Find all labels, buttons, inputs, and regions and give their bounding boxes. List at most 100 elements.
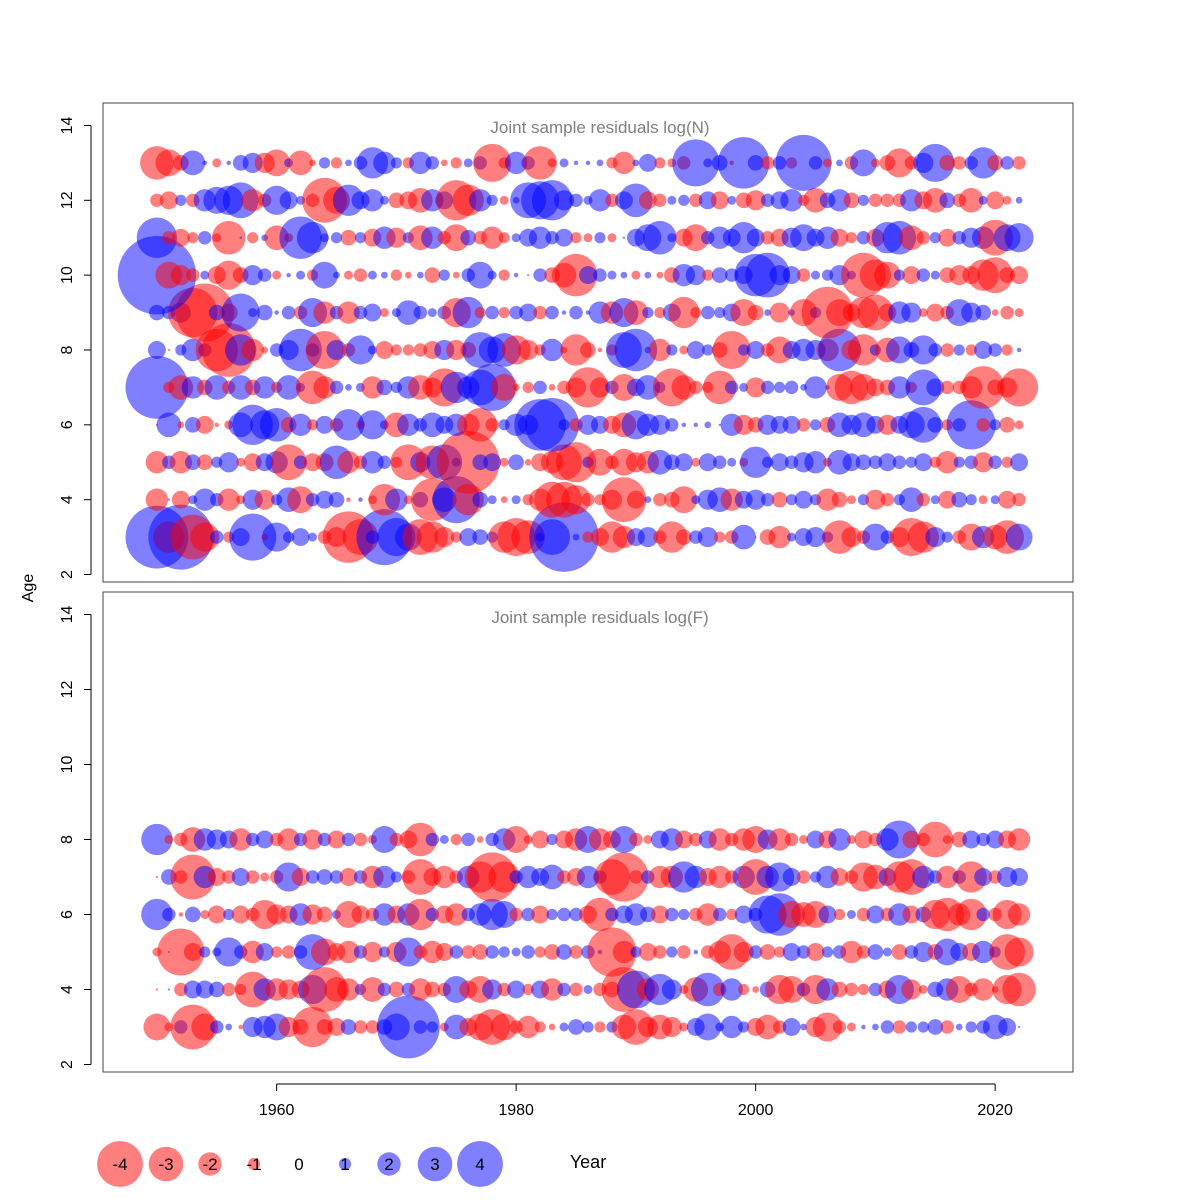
residual-bubble bbox=[263, 149, 291, 177]
residual-bubble bbox=[509, 305, 523, 320]
residual-bubble bbox=[962, 830, 981, 849]
residual-bubble bbox=[238, 1024, 243, 1030]
residual-bubble bbox=[175, 283, 234, 342]
residual-bubble bbox=[727, 457, 737, 467]
residual-bubble bbox=[531, 180, 573, 221]
residual-bubble bbox=[413, 305, 428, 320]
residual-bubble bbox=[644, 271, 652, 279]
residual-bubble bbox=[196, 454, 213, 471]
residual-bubble bbox=[768, 828, 791, 851]
residual-bubble bbox=[938, 490, 957, 509]
x-axis: 1960 1980 2000 2020 bbox=[259, 1083, 1013, 1119]
residual-bubble bbox=[190, 522, 220, 552]
residual-bubble bbox=[845, 232, 858, 244]
residual-bubble bbox=[313, 376, 336, 399]
residual-bubble bbox=[508, 454, 524, 471]
legend-item: -2 bbox=[198, 1152, 222, 1176]
residual-bubble bbox=[446, 339, 467, 361]
residual-bubble bbox=[308, 532, 318, 542]
residual-bubble bbox=[678, 908, 690, 921]
residual-bubble bbox=[167, 348, 170, 352]
legend-label: 0 bbox=[294, 1155, 303, 1174]
residual-bubble bbox=[548, 1023, 556, 1031]
residual-bubble bbox=[427, 308, 437, 318]
residual-bubble bbox=[998, 490, 1017, 509]
residual-bubble bbox=[169, 451, 193, 474]
residual-bubble bbox=[245, 870, 260, 884]
residual-bubble bbox=[580, 342, 596, 358]
residual-bubble bbox=[221, 293, 260, 332]
residual-bubble bbox=[927, 416, 944, 433]
residual-bubble bbox=[693, 949, 699, 955]
residual-bubble bbox=[450, 531, 462, 543]
residual-bubble bbox=[908, 335, 938, 365]
residual-bubble bbox=[760, 230, 775, 245]
residual-bubble bbox=[521, 907, 535, 922]
residual-bubble bbox=[198, 230, 212, 245]
residual-bubble bbox=[145, 488, 169, 511]
residual-bubble bbox=[583, 233, 593, 243]
residual-bubble bbox=[953, 456, 965, 468]
residual-bubble bbox=[442, 224, 470, 252]
residual-bubble bbox=[717, 137, 770, 189]
residual-bubble bbox=[555, 442, 597, 483]
residual-bubble bbox=[668, 296, 700, 329]
residual-bubble bbox=[570, 232, 582, 244]
residual-bubble bbox=[239, 236, 242, 239]
residual-bubble bbox=[955, 1023, 963, 1031]
residual-bubble bbox=[674, 830, 693, 849]
residual-bubble bbox=[292, 1006, 333, 1048]
residual-bubble bbox=[472, 529, 489, 545]
residual-bubble bbox=[846, 835, 856, 844]
residual-bubble bbox=[463, 158, 473, 168]
residual-bubble bbox=[316, 869, 333, 885]
residual-bubble bbox=[171, 490, 190, 509]
residual-bubble bbox=[988, 343, 1002, 357]
residual-bubble bbox=[667, 233, 677, 243]
residual-bubble bbox=[361, 451, 384, 474]
residual-bubble bbox=[940, 343, 954, 357]
residual-bubble bbox=[711, 267, 728, 283]
residual-bubble bbox=[916, 230, 931, 245]
residual-bubble bbox=[780, 189, 803, 212]
residual-bubble bbox=[902, 905, 921, 924]
residual-bubble bbox=[271, 946, 283, 958]
residual-bubble bbox=[930, 270, 940, 280]
residual-bubble bbox=[678, 194, 690, 206]
x-tick-label: 1980 bbox=[498, 1102, 534, 1119]
residual-bubble bbox=[262, 522, 292, 552]
residual-bubble bbox=[405, 271, 412, 279]
residual-bubble bbox=[316, 906, 333, 923]
residual-bubble bbox=[341, 832, 356, 847]
residual-bubble bbox=[540, 338, 564, 362]
residual-bubble bbox=[199, 946, 211, 958]
residual-bubble bbox=[397, 413, 420, 437]
residual-bubble bbox=[390, 269, 402, 281]
residual-bubble bbox=[327, 830, 346, 849]
residual-bubble bbox=[560, 334, 592, 366]
residual-bubble bbox=[440, 159, 448, 167]
residual-bubble bbox=[918, 308, 928, 318]
residual-bubble bbox=[796, 870, 811, 884]
residual-bubble bbox=[523, 146, 557, 180]
residual-bubble bbox=[905, 369, 942, 406]
residual-bubble bbox=[561, 485, 591, 515]
residual-bubble bbox=[975, 304, 992, 321]
residual-bubble bbox=[905, 406, 942, 443]
residual-bubble bbox=[337, 940, 360, 964]
residual-bubble bbox=[162, 230, 176, 245]
residual-bubble bbox=[976, 907, 990, 922]
residual-bubble bbox=[888, 376, 911, 399]
residual-bubble bbox=[305, 870, 320, 884]
residual-bubble bbox=[836, 159, 843, 167]
residual-bubble bbox=[828, 828, 851, 851]
residual-bubble bbox=[318, 157, 331, 169]
residual-bubble bbox=[569, 945, 583, 959]
residual-bubble bbox=[861, 1024, 866, 1030]
residual-bubble bbox=[726, 908, 738, 921]
residual-bubble bbox=[170, 265, 191, 286]
residual-bubble bbox=[696, 903, 719, 926]
residual-bubble bbox=[708, 865, 731, 889]
residual-bubble bbox=[379, 308, 389, 318]
residual-bubble bbox=[945, 976, 973, 1003]
